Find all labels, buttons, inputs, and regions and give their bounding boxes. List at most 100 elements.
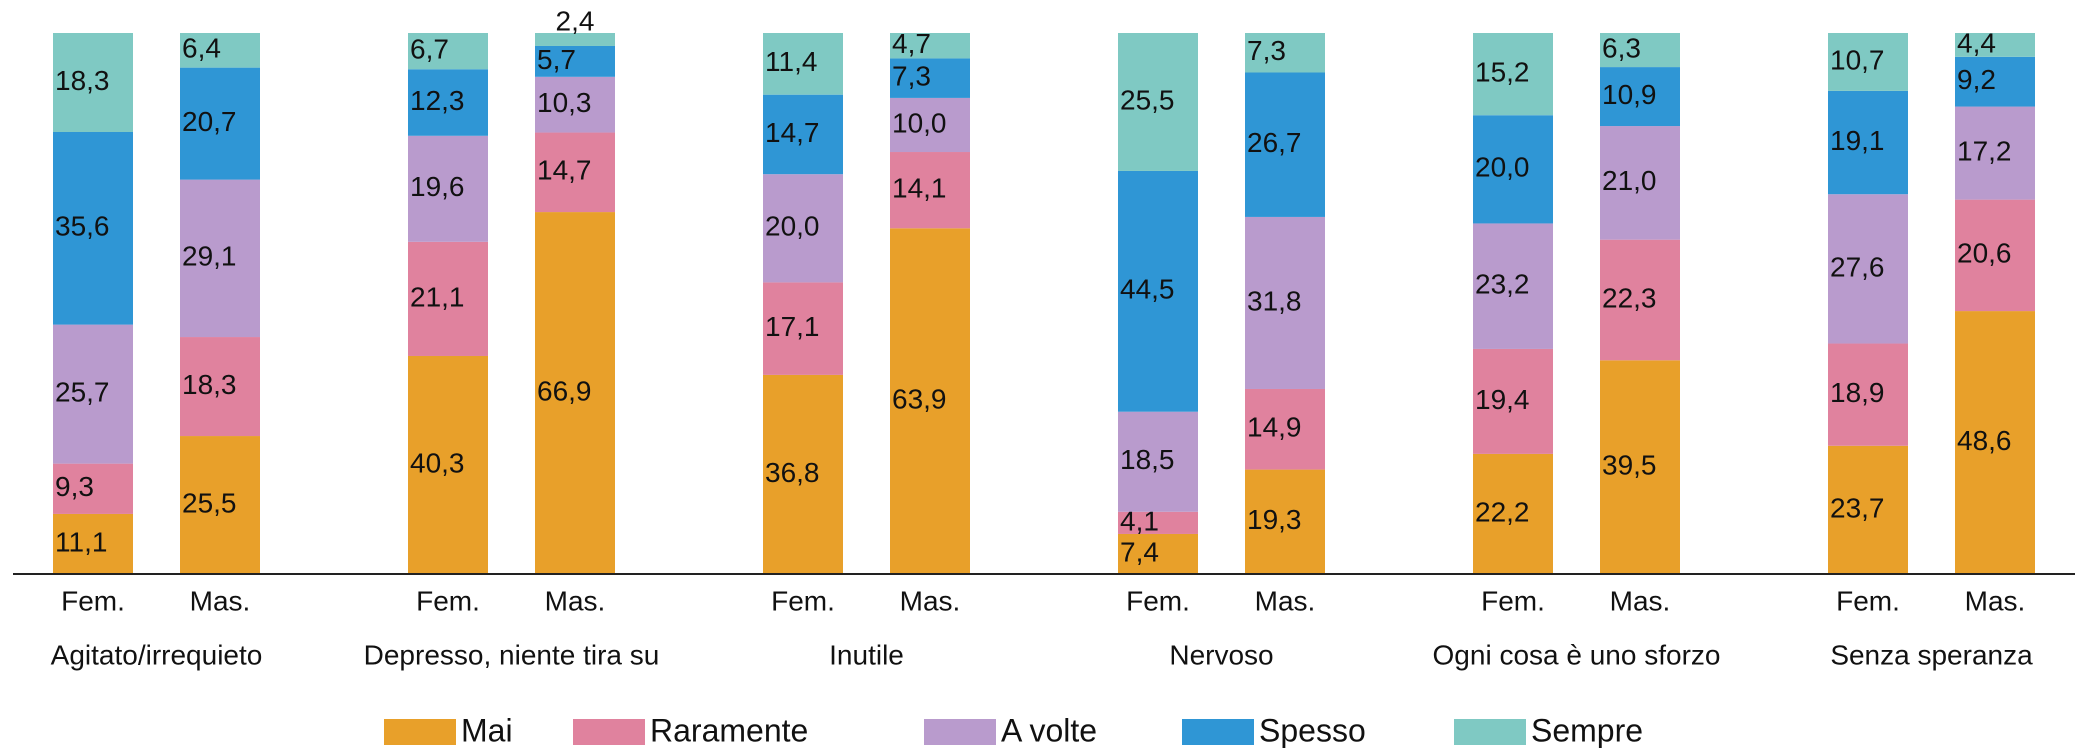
legend-label: Mai bbox=[461, 712, 513, 748]
bar-segment bbox=[1118, 411, 1198, 512]
bar-segment bbox=[890, 33, 970, 59]
x-tick-label: Mas. bbox=[1965, 585, 2026, 616]
value-label: 14,9 bbox=[1247, 412, 1302, 443]
value-label: 19,6 bbox=[410, 171, 465, 202]
bar-segment bbox=[1955, 106, 2035, 200]
group-label: Inutile bbox=[829, 639, 904, 670]
value-label: 29,1 bbox=[182, 241, 237, 272]
bar-segment bbox=[1245, 216, 1325, 389]
value-label: 12,3 bbox=[410, 85, 465, 116]
bar-segment bbox=[1473, 223, 1553, 349]
value-label: 23,7 bbox=[1830, 492, 1885, 523]
value-label: 17,2 bbox=[1957, 135, 2012, 166]
bar-segment bbox=[1600, 67, 1680, 127]
x-tick-label: Fem. bbox=[1126, 585, 1190, 616]
x-tick-label: Mas. bbox=[545, 585, 606, 616]
value-label: 11,1 bbox=[55, 526, 107, 557]
bar-segment bbox=[535, 45, 615, 77]
bar-segment bbox=[890, 152, 970, 229]
value-label: 17,1 bbox=[765, 311, 820, 342]
bar-segment bbox=[1600, 360, 1680, 574]
bar-segment bbox=[53, 463, 133, 514]
group-label: Agitato/irrequieto bbox=[51, 639, 263, 670]
bar-segment bbox=[1473, 453, 1553, 574]
bar-segment bbox=[1828, 445, 1908, 574]
bar-segment bbox=[1600, 33, 1680, 68]
bar-segment bbox=[408, 33, 488, 70]
value-label: 7,3 bbox=[892, 61, 931, 92]
bar-segment bbox=[1955, 56, 2035, 107]
value-label: 25,5 bbox=[1120, 84, 1175, 115]
value-label: 23,2 bbox=[1475, 269, 1530, 300]
value-label: 21,1 bbox=[410, 281, 465, 312]
bar-segment bbox=[890, 58, 970, 98]
value-label: 14,7 bbox=[537, 155, 592, 186]
value-label: 10,3 bbox=[537, 87, 592, 118]
bar-segment bbox=[53, 33, 133, 133]
x-tick-label: Mas. bbox=[1255, 585, 1316, 616]
x-tick-label: Mas. bbox=[1610, 585, 1671, 616]
bar-segment bbox=[408, 135, 488, 242]
value-label: 18,9 bbox=[1830, 377, 1885, 408]
x-tick-label: Mas. bbox=[190, 585, 251, 616]
bar-segment bbox=[1828, 90, 1908, 195]
bar-segment bbox=[180, 436, 260, 574]
value-label: 10,0 bbox=[892, 107, 947, 138]
bar-segment bbox=[535, 132, 615, 213]
value-label: 36,8 bbox=[765, 457, 820, 488]
bar-segment bbox=[53, 132, 133, 325]
bar-segment bbox=[1245, 388, 1325, 470]
value-label: 5,7 bbox=[537, 44, 576, 75]
x-tick-label: Fem. bbox=[1836, 585, 1900, 616]
bar-segment bbox=[1955, 199, 2035, 312]
bar-segment bbox=[535, 76, 615, 133]
value-label: 20,7 bbox=[182, 106, 237, 137]
value-label: 44,5 bbox=[1120, 274, 1175, 305]
value-label: 4,4 bbox=[1957, 27, 1996, 58]
bar-segment bbox=[535, 33, 615, 46]
value-label: 7,3 bbox=[1247, 35, 1286, 66]
value-label: 22,2 bbox=[1475, 496, 1530, 527]
value-label: 19,4 bbox=[1475, 384, 1530, 415]
x-tick-label: Fem. bbox=[61, 585, 125, 616]
value-label: 27,6 bbox=[1830, 251, 1885, 282]
x-tick-label: Fem. bbox=[771, 585, 835, 616]
bar-segment bbox=[1473, 115, 1553, 224]
value-label: 7,4 bbox=[1120, 536, 1159, 567]
legend-swatch bbox=[924, 719, 996, 745]
bar-segment bbox=[1473, 33, 1553, 116]
value-label: 25,7 bbox=[55, 377, 110, 408]
bar-segment bbox=[763, 94, 843, 175]
legend-swatch bbox=[384, 719, 456, 745]
bar-segment bbox=[763, 174, 843, 283]
group-label: Ogni cosa è uno sforzo bbox=[1433, 639, 1721, 670]
bar-segment bbox=[763, 282, 843, 375]
legend-label: Raramente bbox=[650, 712, 808, 748]
legend-label: Sempre bbox=[1531, 712, 1643, 748]
value-label: 31,8 bbox=[1247, 285, 1302, 316]
value-label: 40,3 bbox=[410, 447, 465, 478]
bar-segment bbox=[180, 337, 260, 437]
value-label: 9,3 bbox=[55, 471, 94, 502]
bar-segment bbox=[1600, 239, 1680, 361]
value-label: 25,5 bbox=[182, 487, 237, 518]
bar-segment bbox=[1245, 72, 1325, 217]
bar-segment bbox=[890, 97, 970, 153]
value-label: 18,3 bbox=[182, 369, 237, 400]
bar-segment bbox=[1245, 469, 1325, 574]
value-label: 18,3 bbox=[55, 65, 110, 96]
bar-segment bbox=[535, 212, 615, 575]
bar-segment bbox=[1118, 33, 1198, 171]
value-label: 14,7 bbox=[765, 117, 820, 148]
bar-segment bbox=[1118, 511, 1198, 534]
bar-segment bbox=[1955, 33, 2035, 57]
value-label: 10,9 bbox=[1602, 79, 1657, 110]
value-label: 48,6 bbox=[1957, 425, 2012, 456]
x-tick-label: Fem. bbox=[416, 585, 480, 616]
bar-segment bbox=[53, 324, 133, 464]
bar-segment bbox=[408, 69, 488, 136]
value-label: 21,0 bbox=[1602, 165, 1657, 196]
value-label: 11,4 bbox=[765, 46, 817, 77]
bar-segment bbox=[180, 33, 260, 68]
bar-segment bbox=[1118, 533, 1198, 574]
